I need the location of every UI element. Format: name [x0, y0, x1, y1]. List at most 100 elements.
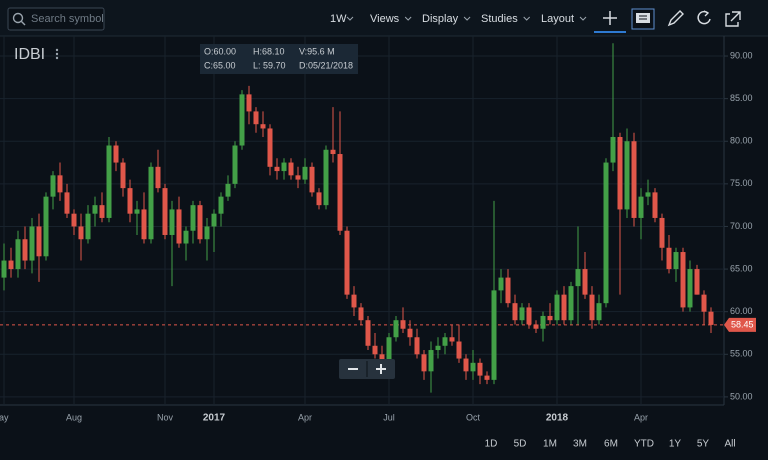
menu-caret	[346, 16, 354, 21]
toolbar-menu[interactable]: Display	[422, 13, 459, 25]
candle-body	[575, 269, 581, 287]
x-tick-label: Apr	[298, 412, 312, 422]
candle-body	[372, 345, 378, 355]
y-tick-label: 85.00	[730, 93, 753, 103]
candle-body	[323, 149, 329, 206]
interval-menu[interactable]: 1W	[330, 13, 347, 25]
candle-body	[470, 362, 476, 372]
candle-body	[379, 354, 385, 363]
candle-body	[617, 136, 623, 210]
y-tick-label: 60.00	[730, 306, 753, 316]
range-button[interactable]: All	[724, 439, 735, 450]
x-tick-label: Aug	[66, 412, 82, 422]
range-button[interactable]: 1Y	[669, 439, 682, 450]
menu-caret	[523, 16, 531, 21]
range-button[interactable]: 1D	[485, 439, 498, 450]
range-button[interactable]: YTD	[634, 439, 654, 450]
menu-caret	[463, 16, 471, 21]
candle-body	[547, 315, 553, 321]
candle-body	[260, 124, 266, 129]
comment-icon	[636, 13, 650, 23]
search-icon	[21, 21, 26, 26]
candle-body	[652, 192, 658, 218]
search-box[interactable]	[7, 7, 105, 31]
candle-body	[407, 328, 413, 338]
candle-body	[687, 269, 693, 308]
toolbar-menu[interactable]: Views	[370, 13, 400, 25]
x-tick-label: Oct	[466, 412, 481, 422]
candle-body	[99, 205, 105, 218]
candle-body	[162, 188, 168, 235]
ohlc-box	[200, 44, 358, 74]
y-tick-label: 65.00	[730, 263, 753, 273]
candle-body	[561, 294, 567, 321]
candle-body	[218, 196, 224, 214]
candle-body	[197, 205, 203, 240]
candle-body	[568, 286, 574, 321]
ohlc-open: O:60.00	[204, 46, 236, 56]
candle-body	[512, 303, 518, 321]
range-button[interactable]: 5D	[514, 439, 527, 450]
candle-body	[638, 196, 644, 218]
y-tick-label: 50.00	[730, 391, 753, 401]
menu-caret	[404, 16, 412, 21]
candle-body	[680, 252, 686, 308]
toolbar-menu[interactable]: Layout	[541, 13, 574, 25]
candle-body	[554, 294, 560, 321]
candle-body	[463, 358, 469, 372]
candle-body	[127, 188, 133, 214]
candle-body	[141, 209, 147, 240]
y-tick-label: 80.00	[730, 136, 753, 146]
candle-body	[78, 226, 84, 240]
candle-body	[624, 141, 630, 210]
candle-body	[386, 337, 392, 363]
candle-body	[449, 337, 455, 342]
candle-body	[50, 175, 56, 197]
candle-body	[148, 166, 154, 240]
symbol-menu[interactable]	[55, 52, 59, 56]
candle-body	[414, 337, 420, 355]
candle-body	[421, 354, 427, 372]
candle-body	[484, 375, 490, 380]
toolbar-menu[interactable]: Studies	[481, 13, 518, 25]
candle-body	[239, 94, 245, 146]
y-tick-label: 90.00	[730, 50, 753, 60]
candle-body	[309, 166, 315, 193]
candle-body	[358, 307, 364, 321]
range-button[interactable]: 6M	[604, 439, 618, 450]
candle-body	[491, 290, 497, 380]
candle-body	[29, 226, 35, 261]
candle-body	[211, 213, 217, 227]
candle-body	[701, 294, 707, 312]
candle-body	[295, 175, 301, 180]
candle-body	[85, 213, 91, 240]
candle-body	[183, 230, 189, 244]
last-price-tag	[724, 317, 756, 332]
candle-body	[267, 128, 273, 167]
x-tick-label: Apr	[634, 412, 648, 422]
symbol-menu[interactable]	[55, 56, 59, 60]
candle-body	[540, 315, 546, 329]
candle-body	[589, 294, 595, 321]
x-tick-label: Nov	[157, 412, 174, 422]
symbol-title: IDBI	[14, 46, 45, 63]
y-tick-label: 75.00	[730, 178, 753, 188]
candle-body	[232, 145, 238, 184]
candle-body	[204, 226, 210, 240]
candle-body	[351, 294, 357, 308]
candle-body	[113, 145, 119, 163]
candle-body	[71, 213, 77, 227]
candle-body	[169, 209, 175, 235]
range-button[interactable]: 1M	[543, 439, 557, 450]
candle-body	[22, 239, 28, 261]
range-button[interactable]: 5Y	[697, 439, 710, 450]
candle-body	[43, 196, 49, 257]
symbol-menu[interactable]	[55, 48, 59, 52]
range-button[interactable]: 3M	[573, 439, 587, 450]
draw-icon[interactable]	[667, 10, 684, 27]
popout-icon[interactable]	[725, 11, 741, 27]
candle-body	[246, 94, 252, 112]
ohlc-volume: V:95.6 M	[299, 46, 335, 56]
